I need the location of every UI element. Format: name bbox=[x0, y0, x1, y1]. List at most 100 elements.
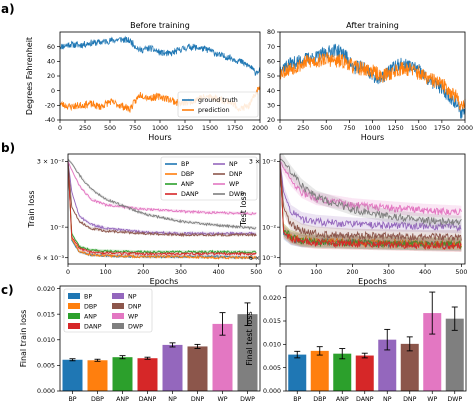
plot-frame bbox=[59, 31, 261, 121]
legend-label: DWP bbox=[128, 324, 143, 331]
y-axis-label: Train loss bbox=[27, 190, 36, 228]
y-tick-label: 70 bbox=[267, 44, 275, 51]
y-tick-label: 0 bbox=[51, 88, 55, 95]
plot-frame bbox=[279, 31, 466, 121]
chart-after-training: After training Hours 0 250 500 750 1000 1250 150… bbox=[267, 21, 473, 142]
y-tick-label: 6 × 10⁻³ bbox=[249, 255, 277, 262]
x-tick-label: DWP bbox=[447, 396, 462, 403]
legend-label: DANP bbox=[181, 191, 199, 198]
x-tick-label: 0 bbox=[278, 269, 282, 276]
legend-label: DBP bbox=[181, 171, 194, 178]
series-line-NP bbox=[279, 161, 462, 232]
x-tick-label: 1250 bbox=[388, 125, 404, 132]
legend-swatch-WP bbox=[112, 313, 124, 319]
bar-DBP bbox=[87, 360, 108, 391]
bar-ANP bbox=[112, 357, 133, 391]
x-tick-label: NP bbox=[168, 396, 177, 403]
y-tick-label: 0.015 bbox=[263, 318, 281, 325]
chart-final-train-loss: Final train loss 0.000 0.005 0.010 0.015 0.02… bbox=[19, 285, 261, 403]
y-tick-label: 0.010 bbox=[37, 337, 55, 344]
legend-label: ground truth bbox=[198, 97, 238, 104]
y-tick-label: 0.010 bbox=[263, 342, 281, 349]
x-tick-label: DANP bbox=[356, 396, 374, 403]
plot-frame bbox=[285, 285, 467, 392]
x-tick-label: 100 bbox=[100, 269, 112, 276]
series-band-DNP bbox=[280, 154, 462, 243]
series-line-DWP bbox=[67, 159, 257, 231]
chart-title: After training bbox=[346, 21, 399, 30]
x-tick-label: 1500 bbox=[202, 125, 218, 132]
y-tick-label: 0.000 bbox=[263, 388, 281, 395]
y-tick-label: 10⁻² bbox=[50, 224, 64, 231]
x-tick-label: 0 bbox=[66, 269, 70, 276]
legend-swatch-BP bbox=[68, 293, 80, 299]
legend-swatch-NP bbox=[112, 293, 124, 299]
y-tick-label: 50 bbox=[267, 73, 275, 80]
y-tick-label: 0.000 bbox=[37, 388, 55, 395]
x-axis-label: Hours bbox=[361, 133, 384, 142]
x-tick-label: 250 bbox=[297, 125, 309, 132]
plot-frame bbox=[59, 285, 261, 392]
panel-label-a: a) bbox=[1, 2, 15, 16]
x-tick-label: BP bbox=[68, 396, 76, 403]
series-line-DBP bbox=[67, 161, 257, 260]
y-tick-label: 20 bbox=[267, 117, 275, 124]
x-tick-label: 200 bbox=[137, 269, 149, 276]
x-tick-label: 1250 bbox=[177, 125, 193, 132]
x-tick-label: 100 bbox=[310, 269, 322, 276]
y-axis-label: Final train loss bbox=[19, 310, 28, 368]
series-line-DNP bbox=[67, 161, 257, 238]
chart-final-test-loss: Final test loss 0.000 0.005 0.010 0.015 0.020… bbox=[245, 285, 467, 403]
y-tick-label: 0.020 bbox=[37, 286, 55, 293]
series-line-DNP bbox=[279, 160, 462, 242]
y-tick-label: -40 bbox=[45, 117, 55, 124]
x-tick-label: 2000 bbox=[457, 125, 473, 132]
legend-label: prediction bbox=[198, 107, 230, 114]
x-tick-label: 0 bbox=[58, 125, 62, 132]
legend-label: BP bbox=[181, 161, 189, 168]
x-tick-label: 300 bbox=[383, 269, 395, 276]
x-tick-label: 1500 bbox=[411, 125, 427, 132]
y-tick-label: 6 × 10⁻³ bbox=[37, 255, 65, 262]
y-tick-label: 40 bbox=[267, 88, 275, 95]
x-tick-label: 500 bbox=[250, 269, 262, 276]
x-tick-label: 0 bbox=[278, 125, 282, 132]
x-tick-label: 500 bbox=[320, 125, 332, 132]
bar-DWP bbox=[445, 318, 464, 391]
x-tick-label: 300 bbox=[175, 269, 187, 276]
legend-label: ANP bbox=[84, 314, 97, 321]
bar-DWP bbox=[237, 314, 258, 391]
legend-label: DWP bbox=[229, 191, 244, 198]
legend-box bbox=[160, 156, 258, 201]
bar-WP bbox=[212, 323, 233, 391]
bar-DNP bbox=[187, 346, 208, 391]
x-tick-label: ANP bbox=[336, 396, 349, 403]
series-line-ground-truth bbox=[59, 35, 261, 76]
series-band-DANP bbox=[280, 154, 462, 252]
legend-swatch-DBP bbox=[68, 303, 80, 309]
series-line-prediction bbox=[279, 52, 466, 111]
series-line-DANP bbox=[279, 161, 462, 251]
x-tick-label: DWP bbox=[240, 396, 255, 403]
panel-label-c: c) bbox=[1, 283, 14, 297]
x-tick-label: DANP bbox=[139, 396, 157, 403]
x-tick-label: 250 bbox=[79, 125, 91, 132]
chart-train-loss: Epochs Train loss 0 100 200 300 400 500 6 × 10⁻³… bbox=[27, 153, 262, 286]
bar-ANP bbox=[333, 353, 352, 391]
x-tick-label: ANP bbox=[116, 396, 129, 403]
y-axis-label: Degrees Fahrenheit bbox=[25, 37, 34, 115]
x-tick-label: 400 bbox=[213, 269, 225, 276]
y-tick-label: 0.005 bbox=[37, 363, 55, 370]
y-tick-label: 0.020 bbox=[263, 295, 281, 302]
plot-frame bbox=[279, 153, 466, 265]
legend-label: WP bbox=[229, 181, 239, 188]
y-axis-label: Final test loss bbox=[245, 311, 254, 365]
x-axis-label: Epochs bbox=[358, 277, 387, 286]
x-tick-label: WP bbox=[217, 396, 227, 403]
x-tick-label: WP bbox=[427, 396, 437, 403]
y-tick-label: 0.015 bbox=[37, 311, 55, 318]
y-tick-label: 20 bbox=[47, 73, 55, 80]
y-tick-label: 10⁻² bbox=[262, 224, 276, 231]
bar-DBP bbox=[310, 350, 329, 391]
